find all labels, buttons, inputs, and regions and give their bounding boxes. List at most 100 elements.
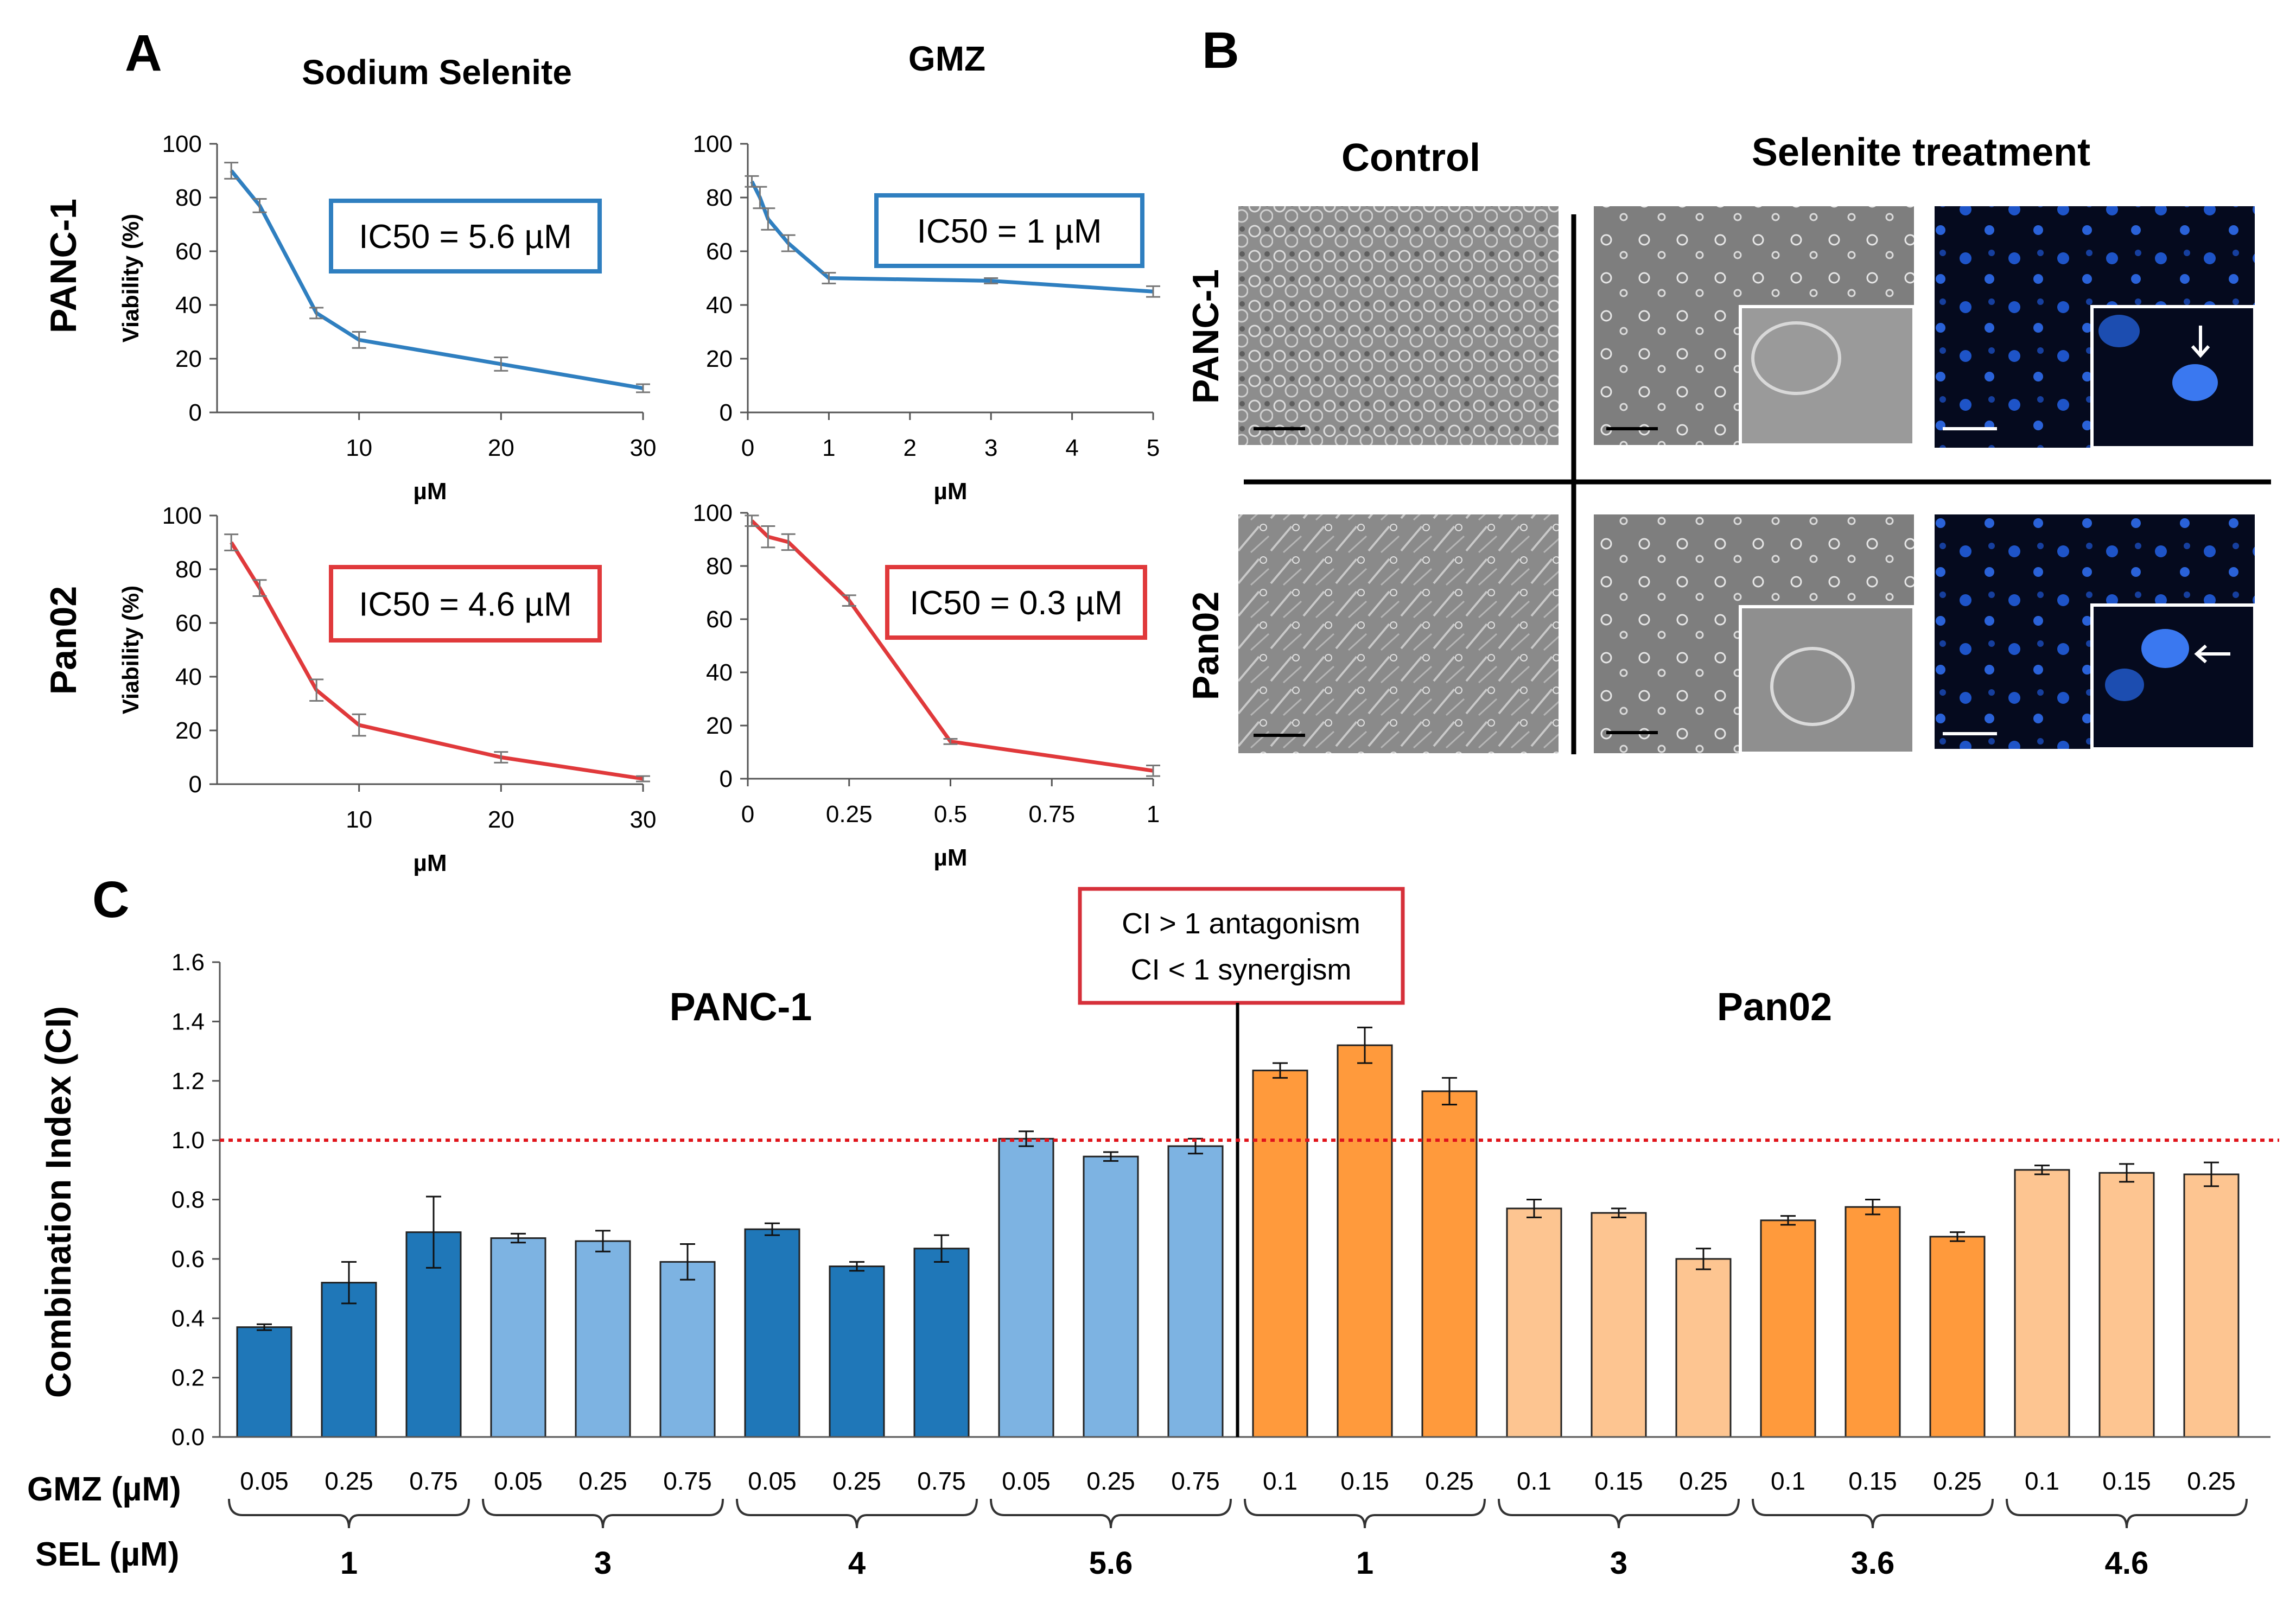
sel-dose-label: 4: [848, 1546, 866, 1581]
y-tick-label: 100: [693, 500, 733, 526]
ci-bar: [659, 1261, 716, 1438]
gmz-dose-label: 0.15: [1594, 1467, 1643, 1495]
ci-legend-box: [1078, 887, 1405, 1005]
ci-legend-antagonism: CI > 1 antagonism: [1122, 907, 1360, 940]
ci-bar: [1252, 1070, 1308, 1438]
y-tick-label: 0.8: [171, 1187, 205, 1213]
error-bar: [943, 738, 958, 745]
error-bar: [636, 775, 650, 783]
error-bar: [1696, 1248, 1711, 1270]
inset-nucleus: [2172, 364, 2218, 401]
x-tick-label: 2: [904, 435, 917, 461]
y-tick-label: 40: [175, 292, 202, 319]
gmz-dose-label: 0.75: [663, 1467, 712, 1495]
error-bar: [309, 307, 324, 320]
panel-b-title-selenite: Selenite treatment: [1752, 131, 2090, 174]
error-bar: [2034, 1165, 2050, 1175]
error-bar: [1527, 1199, 1542, 1218]
y-tick-label: 80: [706, 185, 733, 211]
error-bar: [494, 751, 508, 764]
sel-dose-label: 3.6: [1851, 1546, 1895, 1581]
ci-bar: [2183, 1173, 2240, 1438]
error-bar: [822, 272, 836, 284]
sel-row-label: SEL (µM): [35, 1536, 179, 1573]
panel-c-ylabel: Combination Index (CI): [38, 1006, 78, 1398]
ci-bar: [913, 1248, 970, 1438]
panel-a-row-pan02: Pan02: [43, 586, 84, 695]
x-tick-label: 20: [488, 435, 514, 461]
y-tick-label: 0.4: [171, 1305, 205, 1332]
error-bar: [1442, 1077, 1457, 1105]
sel-dose-label: 5.6: [1089, 1546, 1133, 1581]
y-tick-label: 40: [706, 659, 733, 686]
ci-bar: [2098, 1172, 2155, 1438]
x-tick-label: 30: [630, 806, 657, 833]
ci-bar: [998, 1137, 1054, 1438]
panel-a-row-panc1: PANC-1: [43, 199, 84, 333]
gmz-dose-label: 0.75: [917, 1467, 966, 1495]
gmz-dose-label: 0.25: [1425, 1467, 1474, 1495]
x-tick-label: 20: [488, 806, 514, 833]
x-axis-label: µM: [413, 478, 447, 505]
x-axis-label: µM: [933, 844, 967, 871]
x-tick-label: 0: [741, 435, 754, 461]
ci-bar: [1337, 1044, 1393, 1438]
error-bar: [426, 1195, 441, 1269]
y-tick-label: 20: [175, 717, 202, 744]
x-tick-label: 1: [822, 435, 835, 461]
y-tick-label: 0.2: [171, 1365, 205, 1391]
y-tick-label: 20: [706, 346, 733, 372]
error-bar: [761, 207, 775, 231]
ci-bar: [2014, 1169, 2070, 1438]
error-bar: [1780, 1215, 1796, 1226]
error-bar: [2204, 1161, 2219, 1187]
error-bar: [511, 1232, 526, 1244]
ci-bar: [1591, 1212, 1647, 1438]
group-brace: [482, 1498, 724, 1529]
y-tick-label: 80: [175, 185, 202, 211]
gmz-dose-label: 0.05: [240, 1467, 289, 1495]
y-tick-label: 100: [693, 131, 733, 157]
x-axis-label: µM: [413, 850, 447, 876]
error-bar: [494, 357, 508, 372]
sel-dose-label: 3: [1610, 1546, 1627, 1581]
x-tick-label: 0.75: [1028, 801, 1075, 828]
data-line: [751, 519, 1154, 773]
error-bar: [352, 713, 366, 737]
y-tick-label: 40: [706, 292, 733, 319]
group-brace: [1244, 1498, 1486, 1529]
y-tick-label: 0: [720, 766, 733, 792]
gmz-dose-label: 0.05: [1002, 1467, 1051, 1495]
error-bar: [2119, 1163, 2134, 1183]
group-brace: [2006, 1498, 2248, 1529]
error-bar: [224, 533, 239, 551]
error-bar: [341, 1261, 357, 1305]
error-bar: [595, 1230, 610, 1252]
y-tick-label: 100: [162, 131, 202, 157]
error-bar: [309, 678, 324, 702]
x-tick-label: 0.25: [826, 801, 873, 828]
error-bar: [1103, 1151, 1118, 1162]
error-bar: [781, 533, 796, 551]
ic50-box: [329, 565, 602, 643]
y-tick-label: 100: [162, 503, 202, 529]
error-bar: [636, 383, 650, 393]
gmz-dose-label: 0.75: [409, 1467, 458, 1495]
gmz-dose-label: 0.05: [748, 1467, 797, 1495]
panel-label-b: B: [1202, 22, 1239, 79]
error-bar: [224, 162, 239, 180]
ci-bar: [321, 1282, 377, 1438]
gmz-dose-label: 0.1: [1517, 1467, 1551, 1495]
group-brace: [990, 1498, 1232, 1529]
ci-bar: [236, 1326, 292, 1438]
y-tick-label: 1.2: [171, 1068, 205, 1095]
line-chart-pan02-gmz: 0 20 40 60 80 100 0 0.25 0.5 0.75 1 µM IC50 = 0.3 µM: [693, 500, 1160, 871]
ci-bar: [1083, 1155, 1139, 1438]
y-tick-label: 60: [706, 606, 733, 633]
gmz-dose-label: 0.25: [832, 1467, 881, 1495]
panel-label-c: C: [92, 871, 130, 928]
ci-bar: [1506, 1207, 1562, 1438]
inset-nucleus: [2098, 315, 2140, 347]
y-axis-label: Viability (%): [118, 586, 143, 714]
x-tick-label: 1: [1147, 801, 1160, 828]
